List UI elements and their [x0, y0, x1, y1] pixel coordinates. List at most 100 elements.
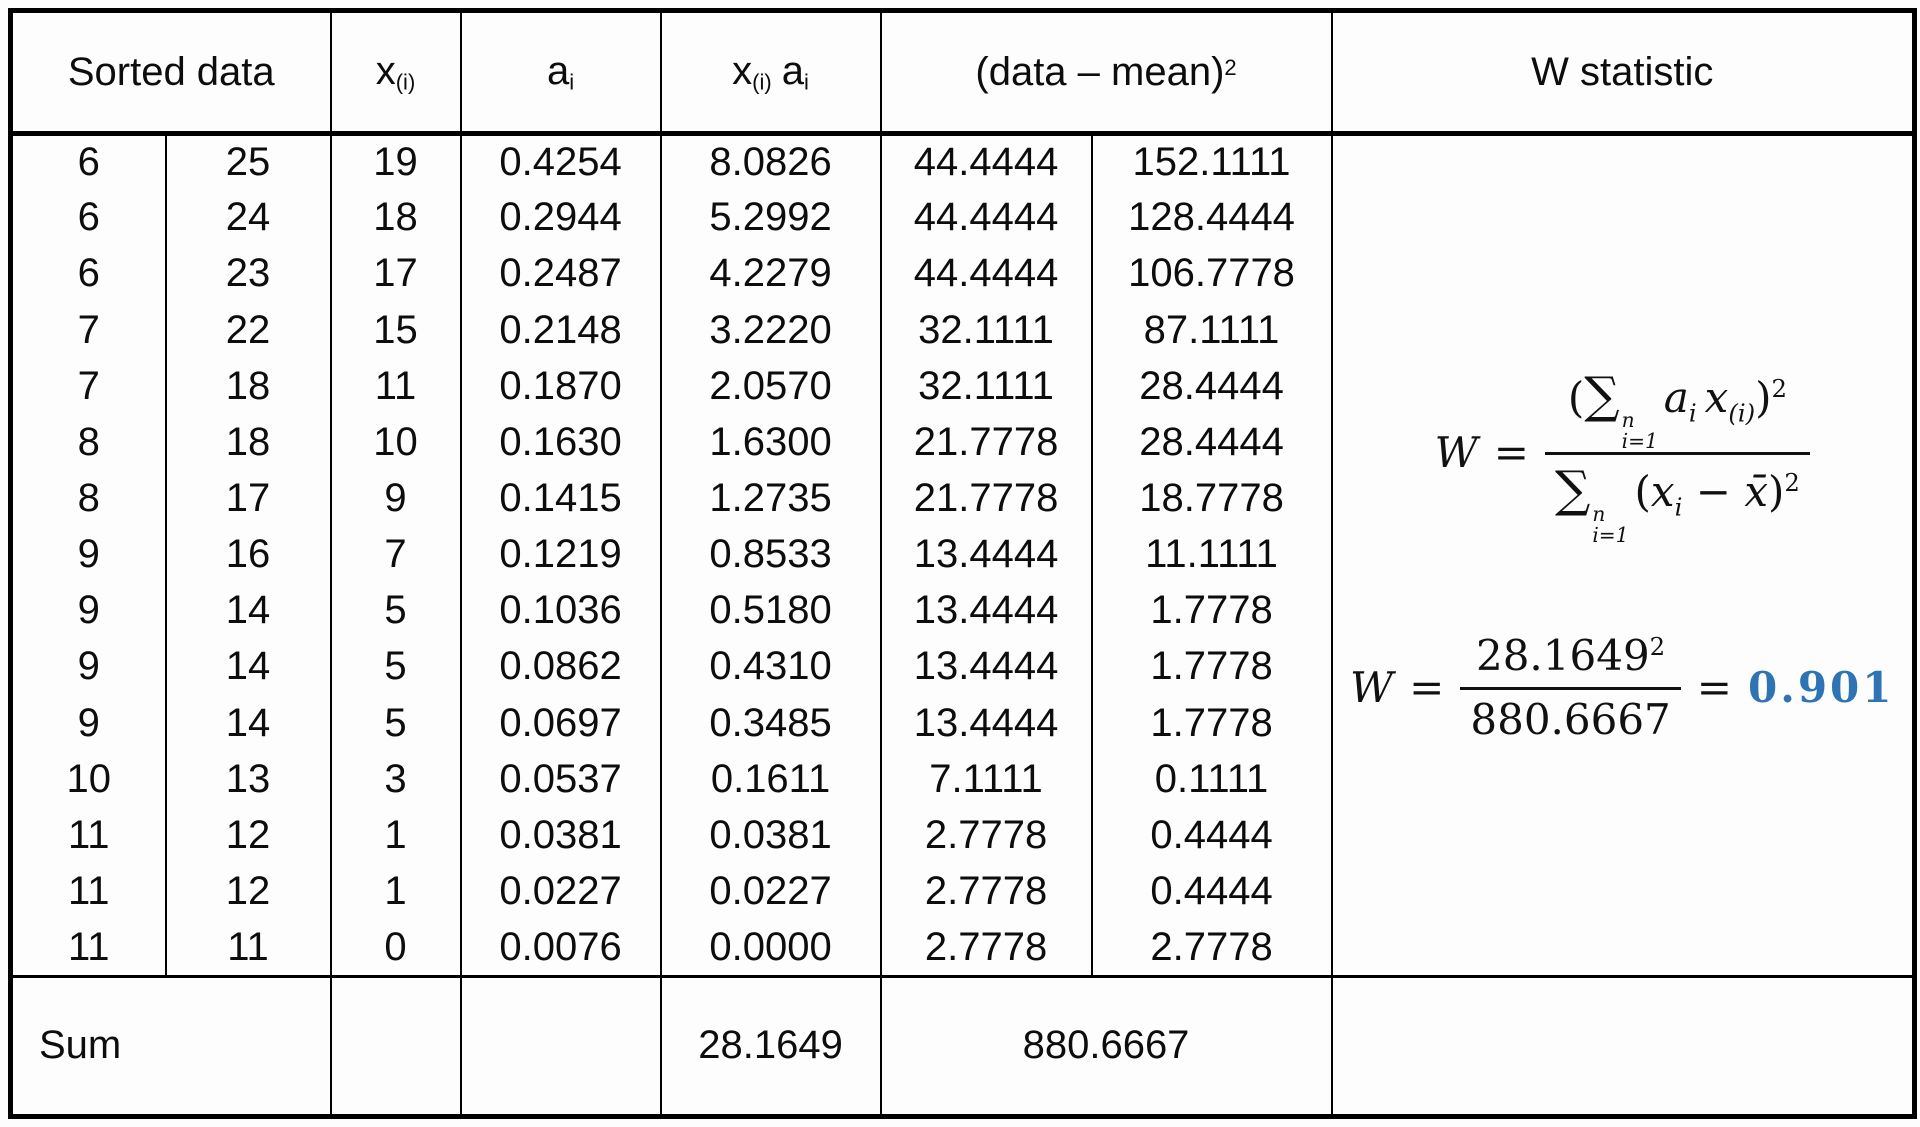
equals-sign: = [1696, 663, 1732, 712]
table-cell: 21.7778 [879, 470, 1093, 527]
table-row: 9 14 5 0.0697 0.3485 13.4444 1.7778 [9, 695, 1915, 752]
table-cell: 152.1111 [1090, 133, 1333, 190]
table-cell: 87.1111 [1090, 301, 1333, 359]
table-cell: 1.7778 [1090, 582, 1333, 639]
table-cell: 5.2992 [659, 189, 882, 246]
table-cell: 9 [9, 526, 167, 583]
table-cell: 0.5180 [659, 582, 882, 639]
table-cell: 0.0227 [459, 863, 662, 920]
table-cell: 15 [329, 301, 462, 359]
fraction: 28.16492 880.6667 [1460, 632, 1681, 744]
table-cell: 11.1111 [1090, 526, 1333, 583]
table-cell: 6 [9, 245, 167, 302]
table-cell: 24 [164, 189, 332, 246]
table-cell: 0.4310 [659, 638, 882, 696]
sum-label: Sum [9, 974, 332, 1117]
table-cell: 7 [9, 358, 167, 415]
table-cell: 1 [329, 807, 462, 864]
table-cell: 28.4444 [1090, 358, 1333, 415]
table-cell: 9 [9, 582, 167, 639]
table-cell [459, 974, 662, 1117]
table-cell: 0.1415 [459, 470, 662, 527]
header-xi-ai: x(i) ai [659, 10, 882, 136]
table-cell: 5 [329, 638, 462, 696]
table-cell: 0.0697 [459, 695, 662, 752]
table-cell: 0.0227 [659, 863, 882, 920]
table-row: 6 25 19 0.4254 8.0826 44.4444 152.1111 W… [9, 133, 1916, 977]
table-cell: 0.0862 [459, 638, 662, 696]
table-cell: 1 [329, 863, 462, 920]
table-cell [1330, 974, 1916, 1117]
table-row: 11 11 0 0.0076 0.0000 2.7778 2.7778 [9, 919, 1915, 977]
shapiro-wilk-table: Sorted data x(i) ai x(i) ai (data – mean)… [8, 8, 1918, 1119]
table-cell: 9 [9, 695, 167, 752]
table-cell: 2.7778 [1090, 919, 1333, 977]
table-row: 8 18 10 0.1630 1.6300 21.7778 28.4444 [9, 414, 1915, 471]
w-formulas: W = (∑ n i=1 ai x(i))2 ∑ n i=1 (xi − x̄)2 W = [1334, 366, 1913, 744]
table-cell: 0.1630 [459, 414, 662, 471]
table-cell: 0.2487 [459, 245, 662, 302]
table-row: 11 12 1 0.0227 0.0227 2.7778 0.4444 [9, 863, 1915, 920]
table-cell: 13.4444 [879, 695, 1093, 752]
table-cell: 3.2220 [659, 301, 882, 359]
header-row: Sorted data x(i) ai x(i) ai (data – mean)… [9, 10, 1916, 136]
table-footer: Sum 28.1649 880.6667 [9, 974, 1916, 1117]
table-cell: 0.3485 [659, 695, 882, 752]
table-cell: 2.0570 [659, 358, 882, 415]
table-cell: 32.1111 [879, 301, 1093, 359]
table-cell: 25 [164, 133, 332, 190]
table-cell: 4.2279 [659, 245, 882, 302]
table-cell: 0.1219 [459, 526, 662, 583]
table-cell: 0 [329, 919, 462, 977]
table-cell: 32.1111 [879, 358, 1093, 415]
table-row: 10 13 3 0.0537 0.1611 7.1111 0.1111 [9, 751, 1915, 808]
table-cell: 13 [164, 751, 332, 808]
sigma-symbol: ∑ [1554, 459, 1591, 518]
table-cell: 2.7778 [879, 807, 1093, 864]
table-row: 11 12 1 0.0381 0.0381 2.7778 0.4444 [9, 807, 1915, 864]
w-statistic-cell: W = (∑ n i=1 ai x(i))2 ∑ n i=1 (xi − x̄)2 W = [1330, 133, 1916, 977]
table-cell: 8.0826 [659, 133, 882, 190]
table-row: 8 17 9 0.1415 1.2735 21.7778 18.7778 [9, 470, 1915, 527]
table-cell: 128.4444 [1090, 189, 1333, 246]
w-result: 0.901 [1747, 663, 1895, 712]
table-cell: 6 [9, 189, 167, 246]
table-cell: 8 [9, 414, 167, 471]
table-row: 6 23 17 0.2487 4.2279 44.4444 106.7778 [9, 245, 1915, 302]
table-cell: 13.4444 [879, 638, 1093, 696]
table-cell: 13.4444 [879, 526, 1093, 583]
table-row: 6 24 18 0.2944 5.2992 44.4444 128.4444 [9, 189, 1915, 246]
table-cell: 11 [329, 358, 462, 415]
table-cell: 11 [9, 807, 167, 864]
table-body: 6 25 19 0.4254 8.0826 44.4444 152.1111 W… [9, 133, 1916, 977]
table-row: 7 18 11 0.1870 2.0570 32.1111 28.4444 [9, 358, 1915, 415]
table-cell: 18.7778 [1090, 470, 1333, 527]
table-cell: 14 [164, 695, 332, 752]
table-cell: 12 [164, 863, 332, 920]
table-cell: 18 [164, 414, 332, 471]
table-cell: 14 [164, 638, 332, 696]
table-cell: 23 [164, 245, 332, 302]
table-header: Sorted data x(i) ai x(i) ai (data – mean)… [9, 10, 1916, 136]
equals-sign: = [1493, 428, 1529, 478]
table-cell: 0.1611 [659, 751, 882, 808]
table-cell: 0.0381 [659, 807, 882, 864]
table-cell: 9 [9, 638, 167, 696]
header-sorted-data: Sorted data [9, 10, 332, 136]
table-cell: 28.4444 [1090, 414, 1333, 471]
table-cell: 2.7778 [879, 919, 1093, 977]
table-cell: 22 [164, 301, 332, 359]
table-cell: 11 [164, 919, 332, 977]
table-cell: 17 [164, 470, 332, 527]
header-a-coefficient: ai [459, 10, 662, 136]
table-cell: 7 [9, 301, 167, 359]
table-cell: 3 [329, 751, 462, 808]
table-cell: 17 [329, 245, 462, 302]
table-cell: 0.0076 [459, 919, 662, 977]
equals-sign: = [1409, 663, 1445, 712]
table-cell: 21.7778 [879, 414, 1093, 471]
table-cell: 44.4444 [879, 189, 1093, 246]
table-cell: 7.1111 [879, 751, 1093, 808]
table-cell: 0.1870 [459, 358, 662, 415]
table-cell: 44.4444 [879, 133, 1093, 190]
